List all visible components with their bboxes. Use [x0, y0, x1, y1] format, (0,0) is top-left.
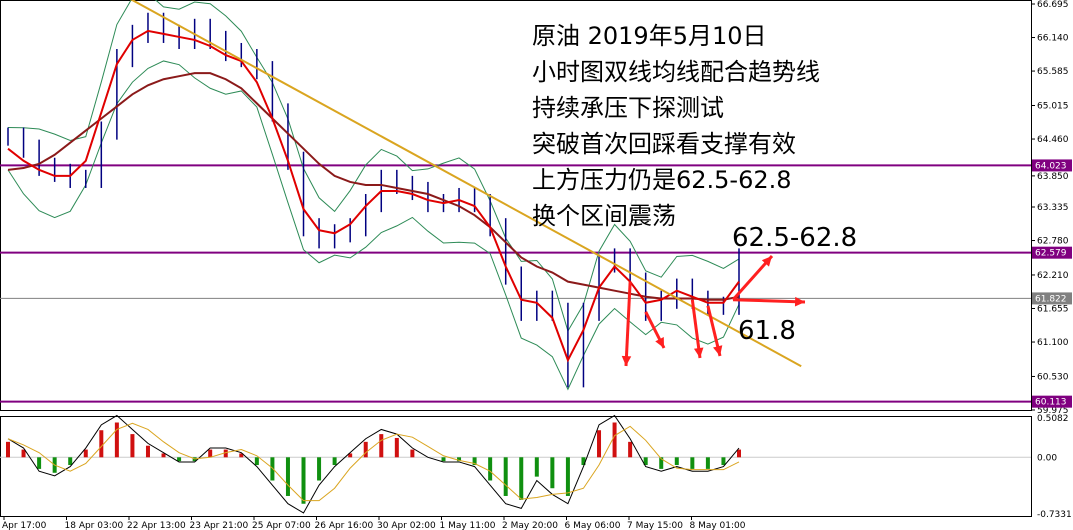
red-arrow-head [794, 296, 805, 307]
x-tick-label: 25 Apr 07:00 [252, 521, 311, 530]
red-arrow-shaft [624, 281, 632, 367]
x-tick-label: 26 Apr 16:00 [315, 521, 374, 530]
x-tick-label: 6 May 06:00 [565, 521, 621, 530]
x-tick-label: 2 May 20:00 [502, 521, 558, 530]
y-tick-label: 62.210 [1037, 271, 1069, 281]
macd-axis-label: 0.00 [1037, 453, 1057, 463]
annotation-line: 上方压力仍是62.5-62.8 [532, 166, 792, 194]
annotation-line: 持续承压下探测试 [532, 94, 724, 122]
red-arrow-head [621, 355, 632, 366]
trend-line [130, 0, 802, 368]
x-tick-label: 7 May 15:00 [627, 521, 683, 530]
price-tag-label: 62.579 [1035, 249, 1067, 259]
x-tick-label: 30 Apr 02:00 [377, 521, 436, 530]
target-label-lower: 61.8 [738, 316, 796, 346]
annotation-line: 小时图双线均线配合趋势线 [532, 58, 820, 86]
macd-axis-label: -0.7331 [1037, 510, 1072, 520]
y-tick-label: 65.585 [1037, 67, 1069, 77]
macd-axis-label: 0.5082 [1037, 414, 1069, 424]
macd-plot-frame [0, 416, 1032, 517]
price-tag-label: 64.023 [1035, 161, 1067, 171]
price-tag-box [1032, 159, 1072, 172]
y-tick-label: 59.975 [1037, 406, 1069, 416]
y-tick-label: 60.530 [1037, 372, 1069, 382]
y-tick-label: 62.780 [1037, 237, 1069, 247]
red-arrow-head [693, 347, 704, 358]
lower-band-line [7, 60, 740, 391]
target-label-upper: 62.5-62.8 [732, 223, 857, 253]
red-arrow-head [761, 256, 772, 267]
y-tick-label: 66.140 [1037, 34, 1069, 44]
red-arrow-shaft [732, 298, 806, 304]
y-tick-label: 66.695 [1037, 0, 1069, 10]
x-tick-label: Apr 17:00 [2, 521, 47, 530]
price-tag-box [1032, 395, 1072, 408]
macd-line [7, 414, 740, 514]
x-tick-label: 1 May 11:00 [440, 521, 496, 530]
y-tick-label: 63.335 [1037, 203, 1069, 213]
annotation-line: 换个区间震荡 [532, 202, 676, 230]
main-plot-frame [0, 0, 1032, 411]
price-tag-label: 61.822 [1035, 294, 1067, 304]
y-tick-label: 64.460 [1037, 135, 1069, 145]
fast-ma-line [7, 29, 740, 363]
x-tick-label: 8 May 01:00 [690, 521, 746, 530]
macd-signal-line [7, 422, 740, 502]
x-tick-label: 23 Apr 21:00 [190, 521, 249, 530]
y-tick-label: 61.100 [1037, 338, 1069, 348]
y-tick-label: 63.850 [1037, 172, 1069, 182]
price-tag-box [1032, 246, 1072, 259]
x-tick-label: 22 Apr 13:00 [127, 521, 186, 530]
red-arrow-head [713, 345, 723, 356]
price-tag-box [1032, 292, 1072, 305]
y-tick-label: 65.015 [1037, 102, 1069, 112]
price-tag-label: 60.113 [1035, 398, 1067, 408]
red-arrow-head [655, 337, 664, 348]
x-tick-label: 18 Apr 03:00 [65, 521, 124, 530]
annotation-line: 原油 2019年5月10日 [532, 22, 767, 50]
annotation-line: 突破首次回踩看支撑有效 [532, 130, 796, 158]
slow-ma-line [7, 72, 740, 301]
y-tick-label: 61.655 [1037, 305, 1069, 315]
upper-band-line [7, 0, 740, 333]
